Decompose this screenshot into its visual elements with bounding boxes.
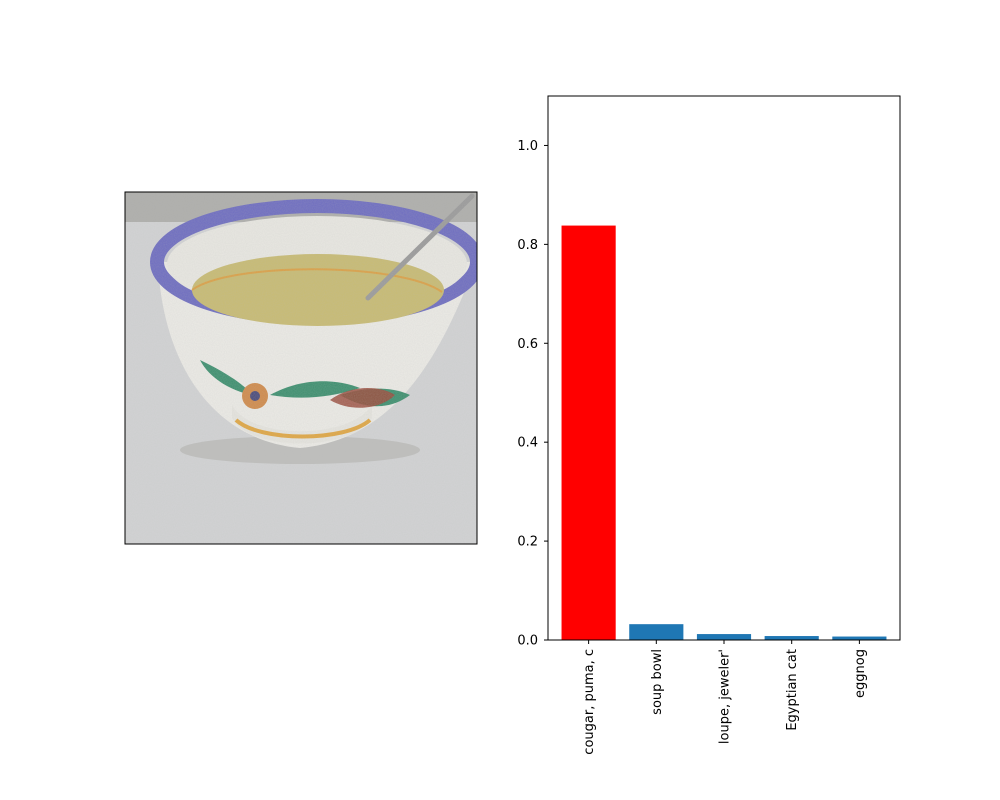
- bar-3: [764, 636, 819, 640]
- x-tick-label: Egyptian cat: [785, 649, 800, 731]
- image-frame: [124, 191, 478, 545]
- x-tick-label: eggnog: [853, 649, 868, 698]
- y-tick-label: 0.4: [517, 436, 538, 451]
- bar-4: [832, 636, 887, 640]
- y-tick-label: 1.0: [517, 139, 538, 154]
- bar-1: [629, 624, 684, 640]
- y-tick-label: 0.0: [517, 634, 538, 649]
- bar-2: [696, 634, 752, 640]
- x-tick-label: soup bowl: [650, 649, 665, 715]
- bar-0: [561, 225, 616, 640]
- y-tick-label: 0.6: [517, 337, 538, 352]
- bar-chart: 0.0 0.2 0.4 0.6 0.8 1.0 cougar, puma, c soup b…: [517, 95, 901, 755]
- photo-grain: [125, 192, 477, 544]
- x-tick-label: loupe, jeweler': [718, 649, 733, 744]
- y-tick-label: 0.8: [517, 238, 538, 253]
- y-tick-label: 0.2: [517, 535, 538, 550]
- x-tick-label: cougar, puma, c: [582, 649, 597, 755]
- bars: [561, 225, 887, 640]
- soup-bowl-photo: [125, 192, 477, 544]
- x-axis-ticks: cougar, puma, c soup bowl loupe, jeweler' E…: [582, 640, 868, 755]
- y-axis-ticks: 0.0 0.2 0.4 0.6 0.8 1.0: [517, 139, 548, 649]
